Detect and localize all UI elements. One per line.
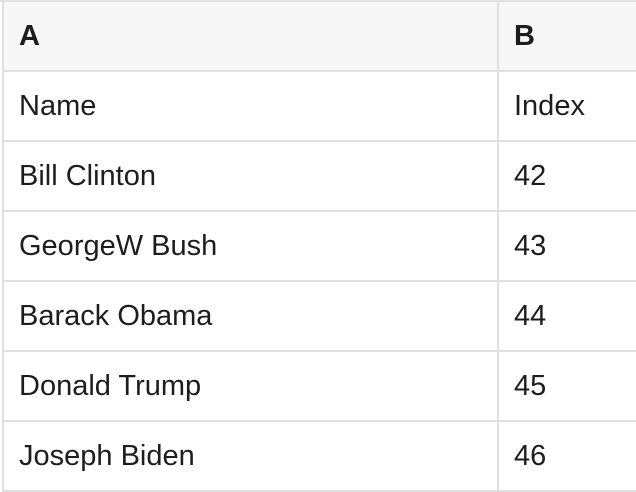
cell-index-header[interactable]: Index: [514, 89, 585, 122]
field-name-row: Name Index: [4, 72, 636, 142]
name-cell[interactable]: Bill Clinton: [4, 142, 499, 210]
name-cell[interactable]: Joseph Biden: [4, 422, 499, 490]
column-header-b[interactable]: B: [499, 2, 636, 70]
table-row: Barack Obama 44: [4, 282, 636, 352]
column-header-a[interactable]: A: [4, 2, 499, 70]
table-row: Bill Clinton 42: [4, 142, 636, 212]
name-cell[interactable]: Donald Trump: [4, 352, 499, 420]
column-letter-a: A: [19, 19, 40, 52]
index-cell[interactable]: 43: [514, 229, 547, 262]
index-cell[interactable]: 44: [514, 299, 547, 332]
table-row: Donald Trump 45: [4, 352, 636, 422]
name-cell[interactable]: GeorgeW Bush: [4, 212, 499, 280]
index-cell[interactable]: 45: [514, 369, 547, 402]
name-cell[interactable]: Barack Obama: [4, 282, 499, 350]
table-row: GeorgeW Bush 43: [4, 212, 636, 282]
table-row: Joseph Biden 46: [4, 422, 636, 492]
index-cell[interactable]: 46: [514, 439, 547, 472]
column-letter-b: B: [514, 19, 535, 52]
table-top-border: [0, 0, 636, 2]
cell-name-header[interactable]: Name: [4, 72, 499, 140]
column-header-row: A B: [4, 2, 636, 72]
index-cell[interactable]: 42: [514, 159, 547, 192]
